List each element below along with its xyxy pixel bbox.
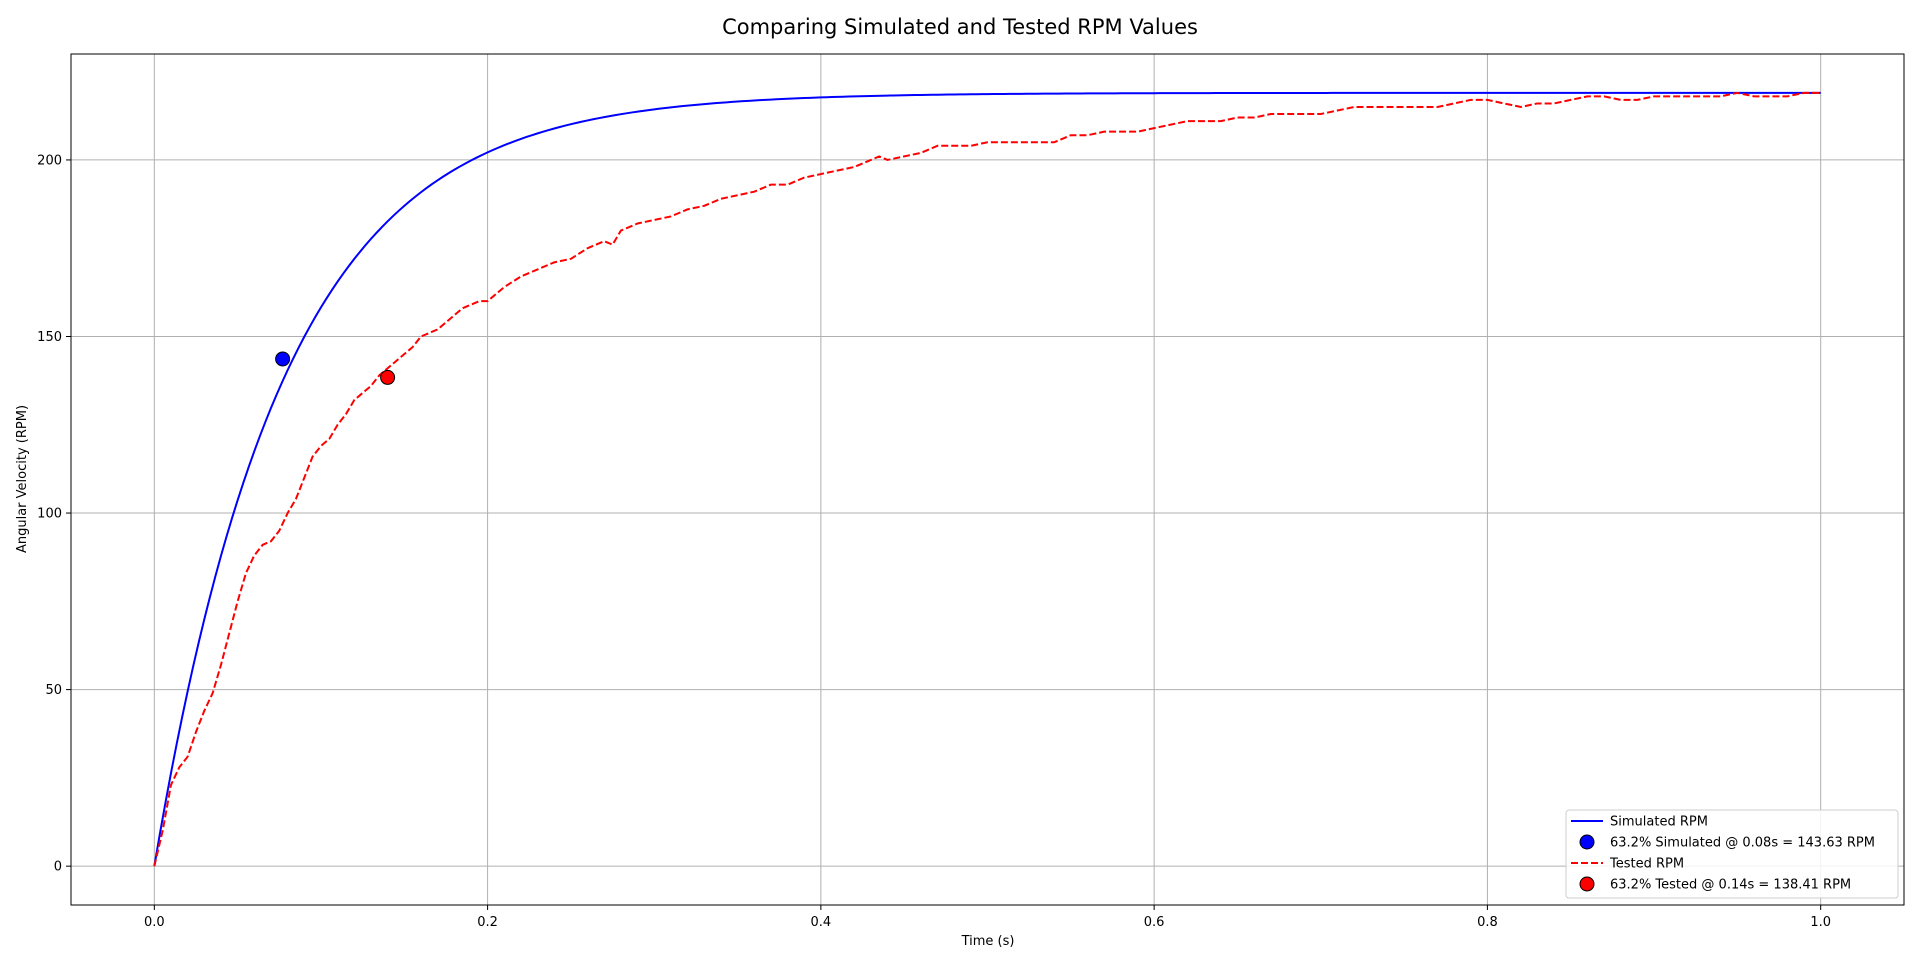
y-tick-label: 50 [45, 683, 62, 698]
plot-series [153, 91, 1821, 867]
x-tick-label: 0.6 [1144, 915, 1165, 930]
y-tick-label: 150 [37, 330, 62, 345]
legend-box [1565, 809, 1899, 899]
marker-points [275, 351, 396, 385]
marker-point [275, 351, 291, 367]
x-tick-label: 0.0 [144, 915, 165, 930]
y-tick-label: 100 [37, 507, 62, 522]
y-tick-label: 200 [37, 153, 62, 168]
marker-point [380, 369, 396, 385]
x-tick-label: 0.2 [477, 915, 498, 930]
legend-label: 63.2% Tested @ 0.14s = 138.41 RPM [1610, 878, 1851, 893]
y-ticks: 0 50 100 150 200 [37, 153, 71, 875]
x-tick-label: 1.0 [1810, 915, 1831, 930]
y-axis-label: Angular Velocity (RPM) [15, 405, 30, 553]
series-line-tested-rpm [153, 91, 1821, 867]
legend: Simulated RPM 63.2% Simulated @ 0.08s = 1… [1565, 809, 1899, 899]
chart-title: Comparing Simulated and Tested RPM Value… [722, 15, 1198, 39]
y-tick-label: 0 [54, 860, 62, 875]
x-axis-label: Time (s) [961, 934, 1015, 949]
legend-marker-swatch [1579, 876, 1595, 892]
legend-marker-swatch [1579, 834, 1595, 850]
legend-label: 63.2% Simulated @ 0.08s = 143.63 RPM [1610, 836, 1875, 851]
legend-label: Tested RPM [1609, 857, 1684, 872]
x-tick-label: 0.4 [811, 915, 832, 930]
x-tick-label: 0.8 [1477, 915, 1498, 930]
plot-frame [70, 53, 1905, 906]
legend-label: Simulated RPM [1610, 815, 1708, 830]
series-line-simulated-rpm [153, 91, 1821, 867]
x-ticks: 0.0 0.2 0.4 0.6 0.8 1.0 [144, 905, 1831, 930]
